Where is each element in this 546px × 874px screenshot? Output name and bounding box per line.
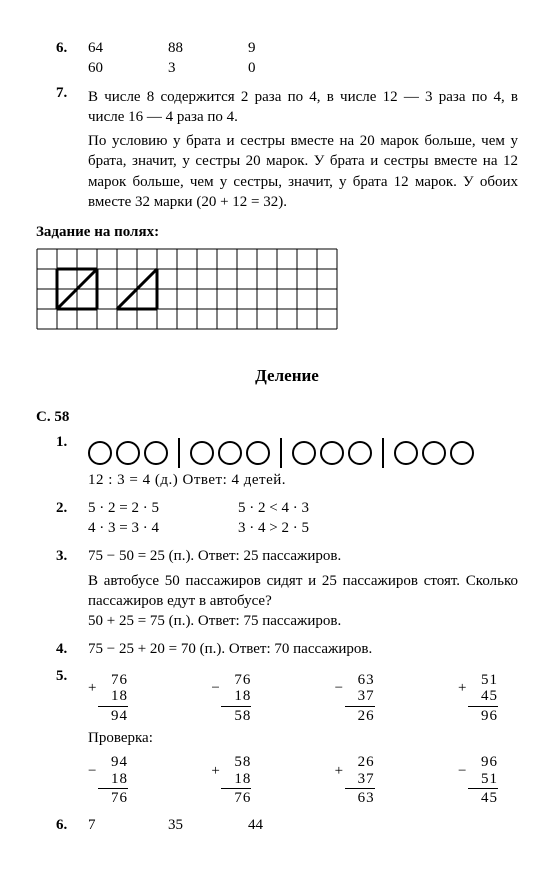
exercise-2: 2. 5 · 2 = 2 · 5 4 · 3 = 3 · 4 5 · 2 < 4… (56, 498, 518, 539)
margin-task-title: Задание на полях: (36, 222, 518, 242)
circle-icon (348, 441, 372, 465)
vertical-sum: 58+1876 (211, 754, 251, 807)
circle-icon (218, 441, 242, 465)
ex5-sums: 76+1894 76−1858 63−3726 51+4596 (88, 672, 518, 725)
section-title: Деление (56, 365, 518, 388)
page-ref: С. 58 (36, 407, 518, 427)
vertical-sum: 76+1894 (88, 672, 128, 725)
circle-icon (422, 441, 446, 465)
exercise-3: 3. 75 − 50 = 25 (п.). Ответ: 25 пассажир… (56, 546, 518, 631)
ex1-label: 1. (56, 432, 88, 490)
circle-icon (394, 441, 418, 465)
circle-icon (144, 441, 168, 465)
vertical-sum: 26+3763 (335, 754, 375, 807)
circle-icon (190, 441, 214, 465)
vertical-sum: 63−3726 (335, 672, 375, 725)
ex6-row1: 64 88 9 (88, 38, 518, 58)
ex6b-label: 6. (56, 815, 88, 835)
vertical-sum: 76−1858 (211, 672, 251, 725)
circle-icon (88, 441, 112, 465)
exercise-4: 4. 75 − 25 + 20 = 70 (п.). Ответ: 70 пас… (56, 639, 518, 659)
vertical-sum: 51+4596 (458, 672, 498, 725)
divider-bar (382, 438, 384, 468)
ex5-label: 5. (56, 666, 88, 807)
exercise-7: 7. В числе 8 содержится 2 раза по 4, в ч… (56, 83, 518, 213)
divider-bar (280, 438, 282, 468)
ex3-label: 3. (56, 546, 88, 631)
ex7-p1: В числе 8 содержится 2 раза по 4, в числ… (88, 87, 518, 128)
vertical-sum: 94−1876 (88, 754, 128, 807)
ex1-circles (88, 438, 518, 468)
circle-icon (116, 441, 140, 465)
ex6-row2: 60 3 0 (88, 58, 518, 78)
circle-icon (320, 441, 344, 465)
circle-icon (450, 441, 474, 465)
ex6-label: 6. (56, 38, 88, 79)
ex2-label: 2. (56, 498, 88, 539)
exercise-1: 1. 12 : 3 = 4 (д.) Ответ: 4 детей. (56, 432, 518, 490)
exercise-6-top: 6. 64 88 9 60 3 0 (56, 38, 518, 79)
exercise-5: 5. 76+1894 76−1858 63−3726 51+4596 Проверка… (56, 666, 518, 807)
vertical-sum: 96−5145 (458, 754, 498, 807)
ex7-label: 7. (56, 83, 88, 213)
circle-icon (292, 441, 316, 465)
ex7-p2: По условию у брата и сестры вместе на 20… (88, 131, 518, 212)
exercise-6-bottom: 6. 7 35 44 (56, 815, 518, 835)
margin-task-grid (36, 248, 518, 336)
divider-bar (178, 438, 180, 468)
ex5-check-sums: 94−1876 58+1876 26+3763 96−5145 (88, 754, 518, 807)
ex1-line: 12 : 3 = 4 (д.) Ответ: 4 детей. (88, 470, 518, 490)
ex4-label: 4. (56, 639, 88, 659)
circle-icon (246, 441, 270, 465)
ex5-check-label: Проверка: (88, 728, 518, 748)
